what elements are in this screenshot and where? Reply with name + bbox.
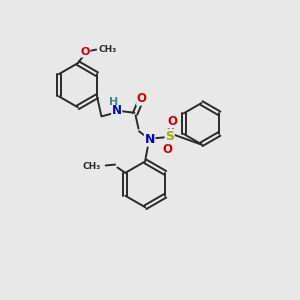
Text: O: O — [167, 115, 177, 128]
Text: S: S — [165, 130, 174, 142]
Text: O: O — [162, 143, 172, 156]
Text: CH₃: CH₃ — [98, 45, 117, 54]
Text: O: O — [137, 92, 147, 105]
Text: H: H — [109, 97, 118, 106]
Text: CH₃: CH₃ — [83, 161, 101, 170]
Text: N: N — [112, 104, 122, 117]
Text: O: O — [80, 47, 90, 57]
Text: N: N — [145, 133, 155, 146]
